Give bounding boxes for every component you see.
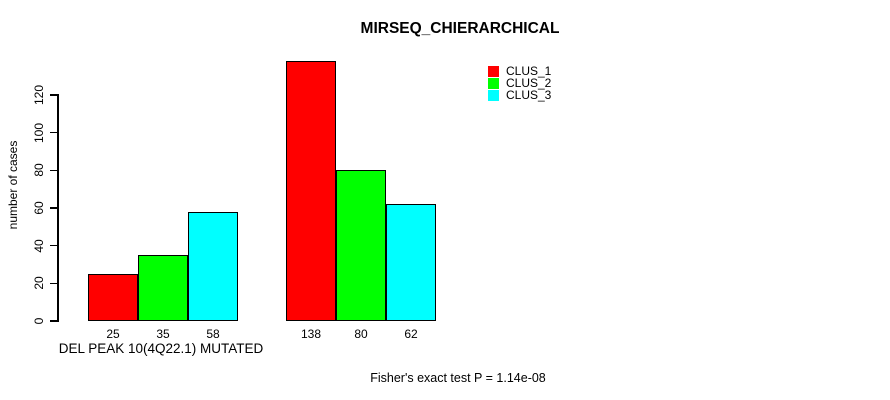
bar-value-label: 62: [404, 327, 418, 341]
y-axis-label: number of cases: [6, 140, 20, 230]
legend-row: CLUS_3: [488, 89, 551, 101]
legend-row: CLUS_1: [488, 65, 551, 77]
bar: [88, 273, 138, 321]
bar: [286, 61, 336, 321]
legend-swatch: [488, 77, 499, 89]
bar-value-label: 35: [156, 327, 170, 341]
y-tick-label: 120: [32, 84, 46, 106]
bar-value-label: 80: [354, 327, 368, 341]
y-tick-mark: [50, 131, 58, 134]
x-axis-label: DEL PEAK 10(4Q22.1) MUTATED: [58, 341, 264, 356]
annotation-fisher-test: Fisher's exact test P = 1.14e-08: [370, 371, 546, 385]
bar: [336, 170, 386, 321]
legend-label: CLUS_2: [506, 76, 552, 91]
y-tick-mark: [50, 320, 58, 322]
y-tick-label: 40: [32, 238, 46, 253]
legend-swatch: [488, 89, 499, 101]
legend-label: CLUS_1: [506, 64, 552, 79]
legend-label: CLUS_3: [506, 88, 552, 103]
y-tick-mark: [50, 244, 58, 247]
y-tick-mark: [50, 94, 58, 96]
y-axis-line: [57, 94, 59, 322]
bar: [138, 255, 188, 321]
bar: [188, 211, 238, 321]
y-tick-label: 0: [32, 317, 46, 325]
y-tick-label: 80: [32, 163, 46, 178]
y-tick-label: 60: [32, 201, 46, 215]
chart-title: MIRSEQ_CHIERARCHICAL: [360, 20, 560, 37]
y-tick-label: 100: [32, 122, 46, 143]
y-tick-label: 20: [32, 276, 46, 291]
bar: [386, 204, 436, 321]
bar-value-label: 25: [106, 327, 120, 341]
legend: CLUS_1 CLUS_2 CLUS_3: [488, 65, 551, 102]
y-tick-mark: [50, 207, 58, 209]
y-tick-mark: [50, 282, 58, 285]
bar-value-label: 138: [300, 327, 322, 341]
legend-swatch: [488, 65, 499, 77]
legend-row: CLUS_2: [488, 77, 551, 89]
bar-value-label: 58: [206, 327, 220, 341]
y-tick-mark: [50, 169, 58, 172]
